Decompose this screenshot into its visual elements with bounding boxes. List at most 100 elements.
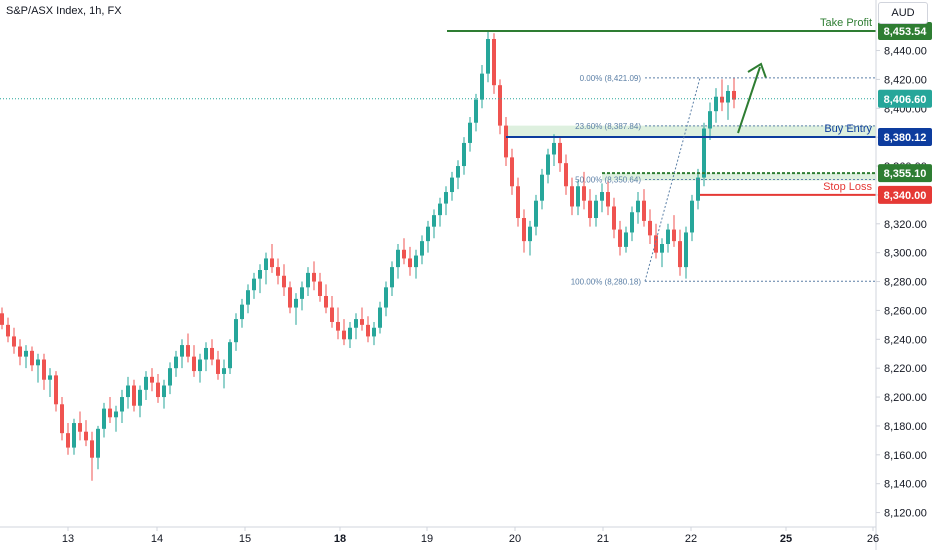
candle xyxy=(192,345,196,377)
candle xyxy=(594,194,598,227)
candle-body xyxy=(348,327,352,340)
candle-body xyxy=(672,229,676,242)
candle xyxy=(684,226,688,279)
support-tag: 8,355.10 xyxy=(878,164,932,183)
candle-body xyxy=(312,272,316,282)
time-tick-label: 26 xyxy=(867,533,879,545)
candle-body xyxy=(510,157,514,187)
candle-body xyxy=(600,192,604,201)
candle xyxy=(186,333,190,363)
candle xyxy=(450,171,454,201)
candle-body xyxy=(246,290,250,305)
fib-label: 100.00% (8,280.18) xyxy=(571,277,642,286)
buy-entry-tag: 8,380.12 xyxy=(878,127,932,146)
time-tick-label: 25 xyxy=(780,533,792,545)
candle xyxy=(144,371,148,400)
candle-body xyxy=(288,287,292,308)
candle-body xyxy=(612,206,616,230)
candle xyxy=(474,93,478,132)
price-axis[interactable]: 8,120.00 8,140.00 8,160.00 8,180.00 8,200.00… xyxy=(875,0,927,550)
candle xyxy=(576,180,580,216)
candle-body xyxy=(654,235,658,253)
candle-body xyxy=(480,73,484,100)
candle-body xyxy=(84,431,88,441)
candle xyxy=(456,160,460,190)
candle-body xyxy=(102,408,106,429)
candle-body xyxy=(414,255,418,268)
candle xyxy=(96,425,100,470)
candle-body xyxy=(252,278,256,291)
candle xyxy=(588,189,592,227)
candle xyxy=(582,171,586,210)
candle xyxy=(162,379,166,409)
candle xyxy=(552,134,556,167)
candle xyxy=(60,397,64,441)
candle xyxy=(48,368,52,398)
candle-body xyxy=(426,226,430,242)
fib-trendline xyxy=(644,77,701,282)
candle-body xyxy=(420,241,424,256)
candle xyxy=(600,183,604,213)
candle-body xyxy=(72,423,76,448)
candle xyxy=(564,154,568,195)
candle-body xyxy=(552,142,556,155)
candle-body xyxy=(174,356,178,369)
candle-body xyxy=(462,142,466,167)
fib-label: 0.00% (8,421.09) xyxy=(580,74,642,83)
candle xyxy=(174,350,178,377)
candle xyxy=(378,301,382,334)
candle-body xyxy=(210,347,214,360)
candle-body xyxy=(24,350,28,357)
time-axis[interactable]: 13 14 15 18 19 20 21 22 25 26 xyxy=(0,526,879,545)
currency-button[interactable]: AUD xyxy=(878,2,928,24)
price-zones xyxy=(506,125,876,181)
candle-body xyxy=(588,200,592,219)
candle-body xyxy=(360,319,364,325)
candle-body xyxy=(438,203,442,216)
candle-body xyxy=(36,359,40,366)
arrow-head xyxy=(747,62,767,79)
candle-body xyxy=(450,177,454,193)
candle xyxy=(72,418,76,455)
price-tick-label: 8,140.00 xyxy=(884,479,927,491)
candle xyxy=(138,385,142,418)
candle-body xyxy=(378,307,382,328)
buy-entry-label: Buy Entry xyxy=(824,123,872,135)
candle xyxy=(486,30,490,83)
candle xyxy=(690,194,694,242)
candle-body xyxy=(198,359,202,372)
candle-body xyxy=(630,212,634,233)
candle-body xyxy=(324,295,328,308)
candle xyxy=(660,238,664,268)
candle xyxy=(288,281,292,314)
candle-body xyxy=(6,324,10,337)
candle xyxy=(402,238,406,265)
candle xyxy=(324,284,328,314)
candle-body xyxy=(540,174,544,201)
candle xyxy=(366,316,370,343)
candle xyxy=(372,321,376,346)
candle xyxy=(348,321,352,348)
candle xyxy=(0,307,4,330)
candle-body xyxy=(504,125,508,158)
candle-body xyxy=(594,200,598,219)
candle xyxy=(132,379,136,412)
candle-body xyxy=(714,96,718,112)
candle xyxy=(702,122,706,187)
price-tags: 8,453.54 8,406.60 8,380.12 8,355.10 8,340.00 xyxy=(878,21,932,204)
candle xyxy=(36,353,40,383)
candle-body xyxy=(222,368,226,374)
candle xyxy=(234,313,238,351)
candle xyxy=(258,264,262,294)
fibonacci-retracement: 0.00% (8,421.09) 23.60% (8,387.84) 50.00% … xyxy=(571,74,876,286)
candle-body xyxy=(30,350,34,366)
candle-body xyxy=(696,177,700,201)
candle xyxy=(42,353,46,390)
candle xyxy=(264,252,268,285)
candle-body xyxy=(390,267,394,288)
candle-body xyxy=(720,96,724,103)
candle xyxy=(438,197,442,227)
take-profit-tag: 8,453.54 xyxy=(878,21,932,40)
